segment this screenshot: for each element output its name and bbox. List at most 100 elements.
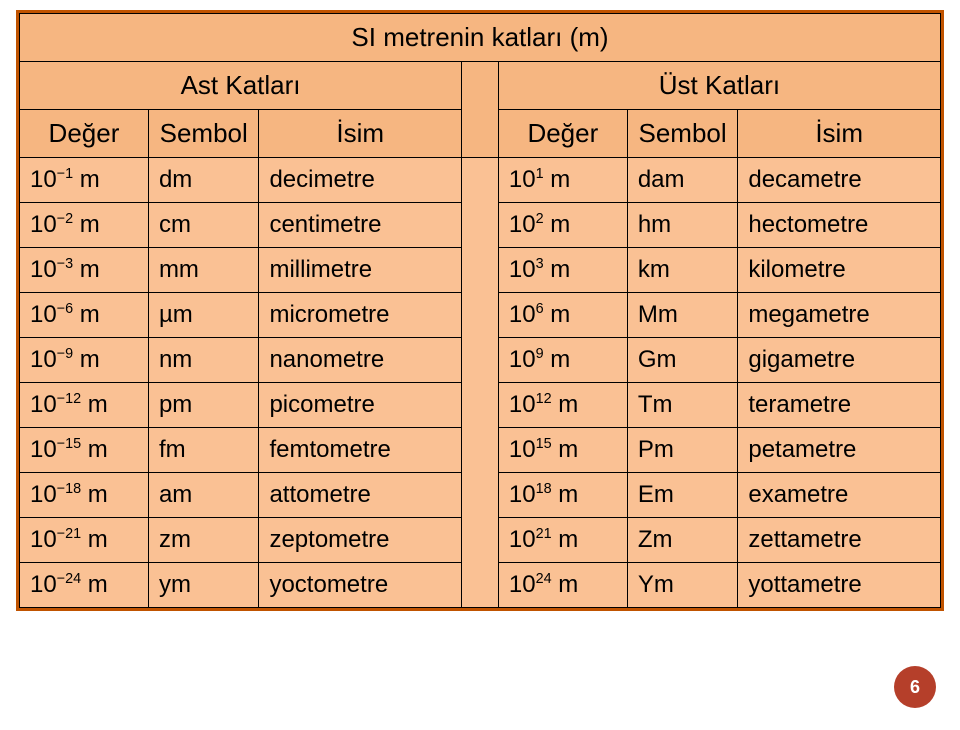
cell-l-value: 10−24 m — [20, 563, 149, 608]
gap-cell — [462, 428, 499, 473]
table-title: SI metrenin katları (m) — [20, 14, 941, 62]
cell-r-value: 101 m — [498, 158, 627, 203]
data-rows: 10−1 mdmdecimetre101 mdamdecametre10−2 m… — [20, 158, 941, 608]
gap-cell — [462, 248, 499, 293]
cell-r-name: exametre — [738, 473, 941, 518]
cell-l-name: millimetre — [259, 248, 462, 293]
cell-l-symbol: nm — [148, 338, 259, 383]
cell-r-symbol: Zm — [627, 518, 738, 563]
cell-l-value: 10−15 m — [20, 428, 149, 473]
slide: SI metrenin katları (m) Ast Katları Üst … — [0, 0, 960, 730]
cell-l-name: picometre — [259, 383, 462, 428]
gap-cell — [462, 563, 499, 608]
cell-l-name: femtometre — [259, 428, 462, 473]
cell-r-value: 1024 m — [498, 563, 627, 608]
gap-cell — [462, 518, 499, 563]
table-row: 10−15 mfmfemtometre 1015 mPmpetametre — [20, 428, 941, 473]
subheader-row: Ast Katları Üst Katları — [20, 62, 941, 110]
cell-r-symbol: km — [627, 248, 738, 293]
gap-cell — [462, 62, 499, 110]
cell-l-name: yoctometre — [259, 563, 462, 608]
cell-r-symbol: hm — [627, 203, 738, 248]
table-row: 10−3 mmmmillimetre 103 mkmkilometre — [20, 248, 941, 293]
cell-l-symbol: µm — [148, 293, 259, 338]
cell-r-name: yottametre — [738, 563, 941, 608]
gap-cell — [462, 293, 499, 338]
cell-r-value: 1015 m — [498, 428, 627, 473]
cell-r-value: 102 m — [498, 203, 627, 248]
cell-l-symbol: pm — [148, 383, 259, 428]
si-table-wrap: SI metrenin katları (m) Ast Katları Üst … — [16, 10, 944, 611]
cell-r-name: megametre — [738, 293, 941, 338]
table-row: 10−2 mcmcentimetre 102 mhmhectometre — [20, 203, 941, 248]
cell-r-symbol: Em — [627, 473, 738, 518]
gap-cell — [462, 338, 499, 383]
table-row: 10−18 mamattometre 1018 mEmexametre — [20, 473, 941, 518]
hdr-r-value: Değer — [498, 110, 627, 158]
hdr-l-name: İsim — [259, 110, 462, 158]
gap-cell — [462, 203, 499, 248]
cell-l-symbol: mm — [148, 248, 259, 293]
sub-right: Üst Katları — [498, 62, 940, 110]
page-number: 6 — [910, 677, 920, 698]
cell-l-symbol: cm — [148, 203, 259, 248]
cell-r-value: 109 m — [498, 338, 627, 383]
cell-r-symbol: Pm — [627, 428, 738, 473]
cell-r-symbol: Ym — [627, 563, 738, 608]
cell-r-symbol: Gm — [627, 338, 738, 383]
cell-l-name: attometre — [259, 473, 462, 518]
cell-l-symbol: am — [148, 473, 259, 518]
cell-r-name: decametre — [738, 158, 941, 203]
cell-r-name: hectometre — [738, 203, 941, 248]
table-row: 10−12 mpmpicometre 1012 mTmterametre — [20, 383, 941, 428]
cell-l-value: 10−12 m — [20, 383, 149, 428]
sub-left: Ast Katları — [20, 62, 462, 110]
cell-l-name: decimetre — [259, 158, 462, 203]
table-row: 10−9 mnmnanometre 109 mGmgigametre — [20, 338, 941, 383]
cell-r-value: 1018 m — [498, 473, 627, 518]
table-row: 10−1 mdmdecimetre 101 mdamdecametre — [20, 158, 941, 203]
cell-l-value: 10−1 m — [20, 158, 149, 203]
cell-r-name: gigametre — [738, 338, 941, 383]
cell-l-name: zeptometre — [259, 518, 462, 563]
cell-l-name: micrometre — [259, 293, 462, 338]
cell-r-symbol: Tm — [627, 383, 738, 428]
cell-l-symbol: ym — [148, 563, 259, 608]
gap-cell — [462, 473, 499, 518]
cell-l-symbol: dm — [148, 158, 259, 203]
page-number-badge: 6 — [894, 666, 936, 708]
title-row: SI metrenin katları (m) — [20, 14, 941, 62]
cell-l-value: 10−18 m — [20, 473, 149, 518]
table-row: 10−6 mµmmicrometre 106 mMmmegametre — [20, 293, 941, 338]
cell-l-value: 10−3 m — [20, 248, 149, 293]
gap-cell — [462, 383, 499, 428]
cell-l-value: 10−6 m — [20, 293, 149, 338]
cell-l-symbol: zm — [148, 518, 259, 563]
cell-r-value: 1021 m — [498, 518, 627, 563]
table-row: 10−21 mzmzeptometre 1021 mZmzettametre — [20, 518, 941, 563]
cell-r-value: 103 m — [498, 248, 627, 293]
cell-r-symbol: dam — [627, 158, 738, 203]
cell-l-symbol: fm — [148, 428, 259, 473]
cell-r-name: petametre — [738, 428, 941, 473]
cell-r-name: kilometre — [738, 248, 941, 293]
table-row: 10−24 mymyoctometre 1024 mYmyottametre — [20, 563, 941, 608]
gap-cell — [462, 158, 499, 203]
cell-r-value: 106 m — [498, 293, 627, 338]
cell-l-name: nanometre — [259, 338, 462, 383]
hdr-r-name: İsim — [738, 110, 941, 158]
cell-l-value: 10−9 m — [20, 338, 149, 383]
cell-r-name: terametre — [738, 383, 941, 428]
cell-r-value: 1012 m — [498, 383, 627, 428]
header-row: Değer Sembol İsim Değer Sembol İsim — [20, 110, 941, 158]
hdr-l-value: Değer — [20, 110, 149, 158]
hdr-r-symbol: Sembol — [627, 110, 738, 158]
cell-l-value: 10−21 m — [20, 518, 149, 563]
cell-l-value: 10−2 m — [20, 203, 149, 248]
cell-l-name: centimetre — [259, 203, 462, 248]
hdr-l-symbol: Sembol — [148, 110, 259, 158]
si-table: SI metrenin katları (m) Ast Katları Üst … — [19, 13, 941, 608]
cell-r-name: zettametre — [738, 518, 941, 563]
gap-cell — [462, 110, 499, 158]
cell-r-symbol: Mm — [627, 293, 738, 338]
